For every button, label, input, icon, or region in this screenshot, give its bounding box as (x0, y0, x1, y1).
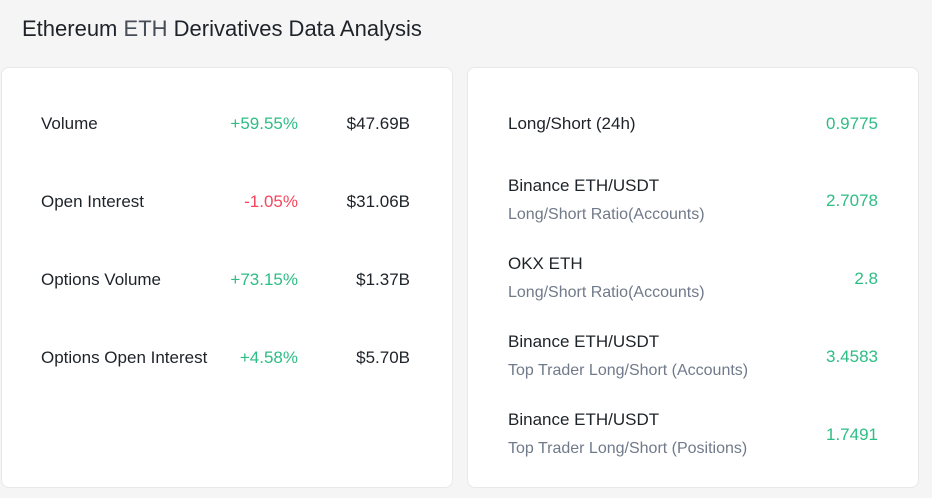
metric-label: Options Open Interest (41, 348, 208, 367)
ratio-value: 2.8 (854, 269, 878, 288)
ratio-value: 2.7078 (826, 191, 878, 210)
metric-row-volume: Volume +59.55% $47.69B (2, 112, 452, 136)
metric-label: Open Interest (41, 192, 145, 211)
metric-amount: $5.70B (356, 348, 410, 367)
metric-row-open-interest: Open Interest -1.05% $31.06B (2, 190, 452, 214)
metric-row-options-volume: Options Volume +73.15% $1.37B (2, 268, 452, 292)
metric-row-options-open-interest: Options Open Interest +4.58% $5.70B (2, 346, 452, 370)
ratio-value: 1.7491 (826, 425, 878, 444)
page-title-prefix: Ethereum (22, 16, 118, 41)
ratio-value: 0.9775 (826, 114, 878, 133)
long-short-ratio-card: Long/Short (24h) 0.9775 Binance ETH/USDT… (467, 67, 919, 488)
ratio-subtitle: Top Trader Long/Short (Accounts) (508, 362, 749, 379)
metric-amount: $47.69B (346, 114, 410, 133)
ratio-title: OKX ETH (508, 254, 583, 273)
ratio-title: Binance ETH/USDT (508, 332, 660, 351)
metric-label: Options Volume (41, 270, 162, 289)
ratio-title: Binance ETH/USDT (508, 176, 660, 195)
metric-amount: $1.37B (356, 270, 410, 289)
page-title-coin: ETH (123, 16, 168, 41)
ratio-value: 3.4583 (826, 347, 878, 366)
metric-change: -1.05% (244, 192, 298, 211)
metric-change: +59.55% (230, 114, 298, 133)
ratio-subtitle: Long/Short Ratio(Accounts) (508, 284, 705, 301)
metric-change: +73.15% (230, 270, 298, 289)
metric-amount: $31.06B (346, 192, 410, 211)
ratio-title: Binance ETH/USDT (508, 410, 660, 429)
derivatives-metrics-card: Volume +59.55% $47.69B Open Interest -1.… (1, 67, 453, 488)
ratio-subtitle: Top Trader Long/Short (Positions) (508, 440, 748, 457)
metric-change: +4.58% (239, 348, 298, 367)
page-title: Ethereum ETH Derivatives Data Analysis (22, 14, 422, 44)
page-title-suffix: Derivatives Data Analysis (173, 16, 422, 41)
metric-label: Volume (41, 114, 98, 133)
ratio-title: Long/Short (24h) (508, 114, 636, 133)
ratio-subtitle: Long/Short Ratio(Accounts) (508, 206, 705, 223)
